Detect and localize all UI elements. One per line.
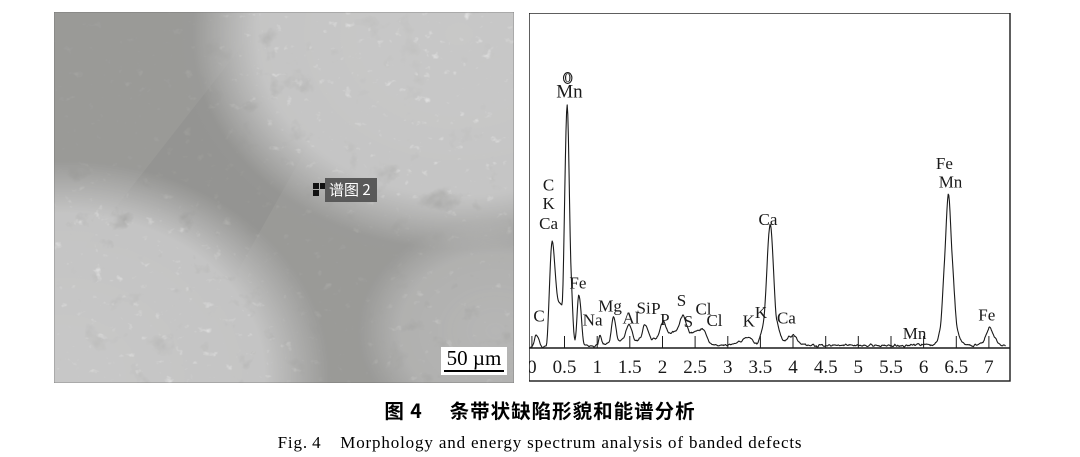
svg-text:6: 6 (919, 357, 929, 378)
svg-text:Mn: Mn (556, 82, 583, 103)
svg-text:Ca: Ca (759, 210, 778, 229)
svg-text:0: 0 (529, 357, 537, 378)
svg-text:4: 4 (788, 357, 798, 378)
svg-text:Fe: Fe (936, 154, 953, 173)
svg-text:Fe: Fe (978, 305, 995, 324)
svg-text:S: S (684, 312, 693, 331)
svg-text:2: 2 (658, 357, 668, 378)
svg-text:2.5: 2.5 (683, 357, 707, 378)
svg-text:K: K (755, 303, 768, 322)
svg-text:3: 3 (723, 357, 733, 378)
svg-text:Cl: Cl (706, 311, 722, 330)
svg-text:Mn: Mn (939, 172, 963, 191)
svg-text:K: K (743, 312, 756, 331)
svg-text:C: C (543, 176, 554, 195)
svg-text:5: 5 (854, 357, 864, 378)
svg-text:4.5: 4.5 (814, 357, 838, 378)
svg-text:Ca: Ca (539, 214, 558, 233)
svg-text:Ca: Ca (777, 309, 796, 328)
svg-text:Mn: Mn (903, 324, 927, 343)
svg-text:7: 7 (984, 357, 994, 378)
svg-text:C: C (533, 307, 544, 326)
svg-text:3.5: 3.5 (749, 357, 773, 378)
svg-text:Si: Si (637, 298, 651, 317)
svg-text:P: P (660, 310, 669, 329)
svg-text:5.5: 5.5 (879, 357, 903, 378)
svg-text:0.5: 0.5 (553, 357, 577, 378)
svg-text:1: 1 (592, 357, 602, 378)
svg-text:6.5: 6.5 (944, 357, 968, 378)
svg-text:K: K (542, 194, 555, 213)
svg-text:Fe: Fe (569, 273, 586, 292)
svg-text:S: S (677, 291, 686, 310)
svg-text:1.5: 1.5 (618, 357, 642, 378)
svg-text:Mg: Mg (598, 297, 622, 316)
